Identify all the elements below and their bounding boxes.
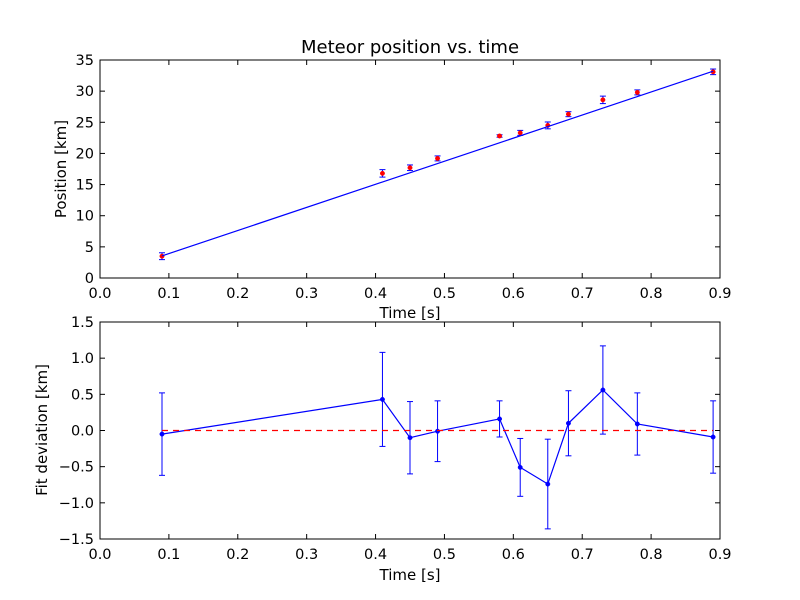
- y-tick-label: 1.5: [71, 315, 94, 331]
- x-tick-label: 0.1: [157, 547, 180, 563]
- y-tick-label: −0.5: [59, 460, 94, 476]
- x-tick-label: 0.0: [88, 286, 111, 302]
- y-tick-label: −1.5: [59, 532, 94, 548]
- x-axis-label-bottom: Time [s]: [379, 566, 441, 584]
- data-point: [565, 111, 571, 117]
- data-point: [600, 387, 606, 393]
- y-tick-label: 15: [76, 178, 94, 194]
- x-tick-label: 0.8: [640, 286, 663, 302]
- data-point: [435, 428, 441, 434]
- x-tick-label: 0.5: [433, 547, 456, 563]
- x-tick-label: 0.7: [571, 547, 594, 563]
- x-tick-label: 0.4: [364, 286, 387, 302]
- x-tick-label: 0.6: [502, 286, 525, 302]
- x-tick-label: 0.5: [433, 286, 456, 302]
- data-point: [565, 420, 571, 426]
- y-tick-label: −1.0: [59, 496, 94, 512]
- data-point: [379, 170, 385, 176]
- x-tick-label: 0.6: [502, 547, 525, 563]
- position-plot: Meteor position vs. time 0.0 0.1 0.2 0.3 0.4…: [52, 37, 732, 322]
- y-tick-label: 0.5: [71, 387, 94, 403]
- x-tick-label: 0.3: [295, 547, 318, 563]
- y-axis-label-top: Position [km]: [52, 120, 70, 218]
- plot-frame-top: [99, 59, 721, 279]
- data-point: [634, 89, 640, 95]
- x-axis-label-top: Time [s]: [379, 304, 441, 322]
- x-tick-label: 0.0: [88, 547, 111, 563]
- x-tick-label: 0.2: [226, 286, 249, 302]
- data-point: [497, 416, 503, 422]
- data-point: [159, 253, 165, 259]
- y-tick-label: 35: [76, 53, 94, 69]
- data-point: [600, 97, 606, 103]
- x-tick-label: 0.9: [708, 547, 731, 563]
- chart-title: Meteor position vs. time: [301, 37, 519, 58]
- x-tick-label: 0.1: [157, 286, 180, 302]
- y-tick-label: 20: [76, 146, 94, 162]
- data-point: [545, 481, 551, 487]
- x-tick-label: 0.8: [640, 547, 663, 563]
- data-point: [379, 396, 385, 402]
- data-point: [435, 155, 441, 161]
- y-axis-label-bottom: Fit deviation [km]: [33, 364, 51, 496]
- data-point: [497, 133, 503, 139]
- data-point: [159, 431, 165, 437]
- data-point: [517, 130, 523, 136]
- fit-line: [161, 70, 714, 257]
- x-tick-label: 0.3: [295, 286, 318, 302]
- x-tick-label: 0.7: [571, 286, 594, 302]
- x-tick-label: 0.9: [708, 286, 731, 302]
- deviation-plot: 0.0 0.1 0.2 0.3 0.4 0.5 0.6 0.7 0.8 0.9 1.5 1.0 0.5…: [33, 315, 732, 584]
- x-tick-label: 0.2: [226, 547, 249, 563]
- y-tick-label: 0: [85, 271, 94, 287]
- data-point: [407, 435, 413, 441]
- data-point: [407, 165, 413, 171]
- data-point: [634, 421, 640, 427]
- data-point: [710, 434, 716, 440]
- y-tick-label: 0.0: [71, 424, 94, 440]
- y-tick-label: 25: [76, 115, 94, 131]
- y-tick-label: 10: [76, 209, 94, 225]
- x-tick-label: 0.4: [364, 547, 387, 563]
- data-point: [517, 464, 523, 470]
- y-tick-label: 5: [85, 240, 94, 256]
- y-tick-label: 1.0: [71, 351, 94, 367]
- y-tick-label: 30: [76, 84, 94, 100]
